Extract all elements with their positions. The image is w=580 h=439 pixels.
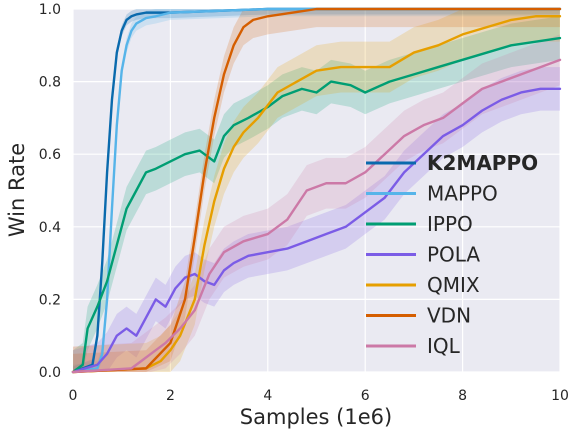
y-tick-label: 1.0 — [39, 2, 61, 18]
x-tick-label: 10 — [551, 388, 569, 404]
y-tick-labels: 0.0 0.2 0.4 0.6 0.8 1.0 — [39, 2, 61, 381]
grid-lines — [72, 8, 561, 373]
legend-label-k2mappo: K2MAPPO — [427, 151, 538, 175]
line-vdn — [71, 7, 562, 374]
legend-label-vdn: VDN — [427, 304, 471, 328]
y-tick-label: 0.0 — [39, 365, 61, 381]
y-tick-label: 0.4 — [39, 220, 61, 236]
legend: K2MAPPO MAPPO IPPO POLA QMIX VDN IQL — [366, 151, 538, 358]
legend-label-mappo: MAPPO — [427, 182, 498, 206]
y-axis-label: Win Rate — [5, 143, 29, 237]
line-pola — [71, 87, 562, 374]
x-axis-label: Samples (1e6) — [240, 405, 392, 429]
y-tick-label: 0.6 — [39, 147, 61, 163]
line-ippo — [71, 36, 562, 374]
x-tick-label: 2 — [166, 388, 175, 404]
band-qmix — [73, 9, 560, 372]
x-tick-label: 6 — [361, 388, 370, 404]
series-lines — [71, 7, 562, 374]
legend-label-qmix: QMIX — [427, 273, 480, 297]
legend-label-iql: IQL — [427, 334, 461, 358]
y-tick-label: 0.8 — [39, 75, 61, 91]
x-tick-label: 4 — [263, 388, 272, 404]
band-ippo — [73, 16, 560, 372]
line-mappo — [71, 7, 562, 374]
line-iql — [71, 58, 562, 374]
x-tick-label: 0 — [69, 388, 78, 404]
x-tick-label: 8 — [458, 388, 467, 404]
line-qmix — [71, 15, 562, 374]
y-tick-label: 0.2 — [39, 292, 61, 308]
x-tick-labels: 0 2 4 6 8 10 — [69, 388, 569, 404]
legend-label-pola: POLA — [427, 243, 480, 267]
legend-label-ippo: IPPO — [427, 212, 473, 236]
